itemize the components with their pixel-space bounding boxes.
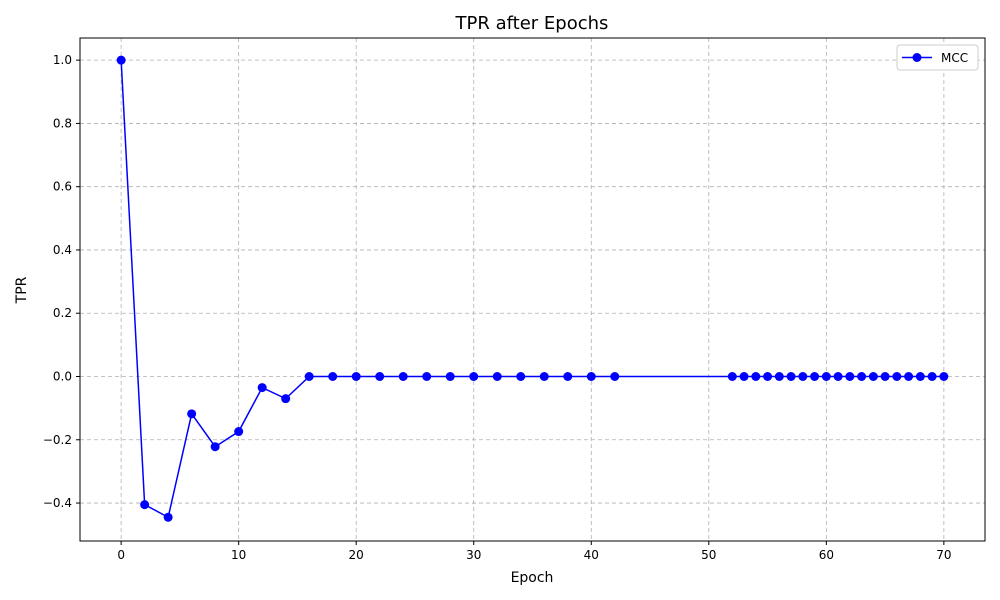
data-point <box>422 371 432 381</box>
y-tick-label: 0.6 <box>53 180 72 194</box>
legend: MCC <box>896 44 979 71</box>
x-tick-label: 20 <box>349 548 364 562</box>
data-point <box>739 371 749 381</box>
x-tick-label: 10 <box>231 548 246 562</box>
data-point <box>880 371 890 381</box>
y-axis-label: TPR <box>14 276 30 304</box>
series-line-mcc <box>120 60 944 519</box>
data-point <box>939 371 949 381</box>
legend-box <box>896 44 979 71</box>
data-point <box>857 371 867 381</box>
chart-title: TPR after Epochs <box>455 13 609 34</box>
data-point <box>492 371 502 381</box>
data-point <box>810 371 820 381</box>
data-point <box>257 383 267 393</box>
data-point <box>398 371 408 381</box>
data-point <box>234 427 244 437</box>
data-point <box>445 371 455 381</box>
x-tick-label: 70 <box>936 548 951 562</box>
y-tick-label: 0.8 <box>53 116 72 130</box>
y-tick-label: −0.4 <box>43 496 72 510</box>
data-point <box>798 371 808 381</box>
data-point <box>751 371 761 381</box>
x-tick-label: 40 <box>584 548 599 562</box>
axis-ticks: 0 10 20 30 40 50 60 70 −0.4 −0.2 0.0 0.2 0.4 0.6 0.8 1.… <box>43 53 952 562</box>
data-point <box>821 371 831 381</box>
grid-lines <box>80 38 985 541</box>
y-tick-label: 1.0 <box>53 53 72 67</box>
data-point <box>927 371 937 381</box>
data-point <box>328 371 338 381</box>
x-tick-label: 30 <box>466 548 481 562</box>
data-point <box>304 371 314 381</box>
data-point <box>727 371 737 381</box>
data-point <box>868 371 878 381</box>
data-point <box>763 371 773 381</box>
data-point <box>610 371 620 381</box>
y-tick-label: 0.4 <box>53 243 72 257</box>
data-point <box>375 371 385 381</box>
data-point <box>845 371 855 381</box>
x-tick-label: 50 <box>701 548 716 562</box>
x-tick-label: 0 <box>117 548 125 562</box>
series-layer <box>116 55 949 522</box>
data-point <box>786 371 796 381</box>
data-point <box>281 394 291 404</box>
y-tick-label: 0.0 <box>53 369 72 383</box>
data-point <box>516 371 526 381</box>
data-point <box>833 371 843 381</box>
data-point <box>351 371 361 381</box>
data-point <box>586 371 596 381</box>
data-point <box>140 500 150 510</box>
x-axis-label: Epoch <box>511 570 554 586</box>
data-point <box>210 442 220 452</box>
plot-area-frame <box>79 37 986 542</box>
data-point <box>116 55 126 65</box>
y-tick-label: −0.2 <box>43 433 72 447</box>
y-tick-label: 0.2 <box>53 306 72 320</box>
data-point <box>187 409 197 419</box>
legend-label-mcc: MCC <box>941 51 968 65</box>
data-point <box>774 371 784 381</box>
data-point <box>904 371 914 381</box>
data-point <box>892 371 902 381</box>
legend-marker <box>912 53 922 62</box>
x-tick-label: 60 <box>819 548 834 562</box>
data-point <box>469 371 479 381</box>
data-point <box>539 371 549 381</box>
data-point <box>915 371 925 381</box>
data-point <box>563 371 573 381</box>
data-point <box>163 512 173 522</box>
